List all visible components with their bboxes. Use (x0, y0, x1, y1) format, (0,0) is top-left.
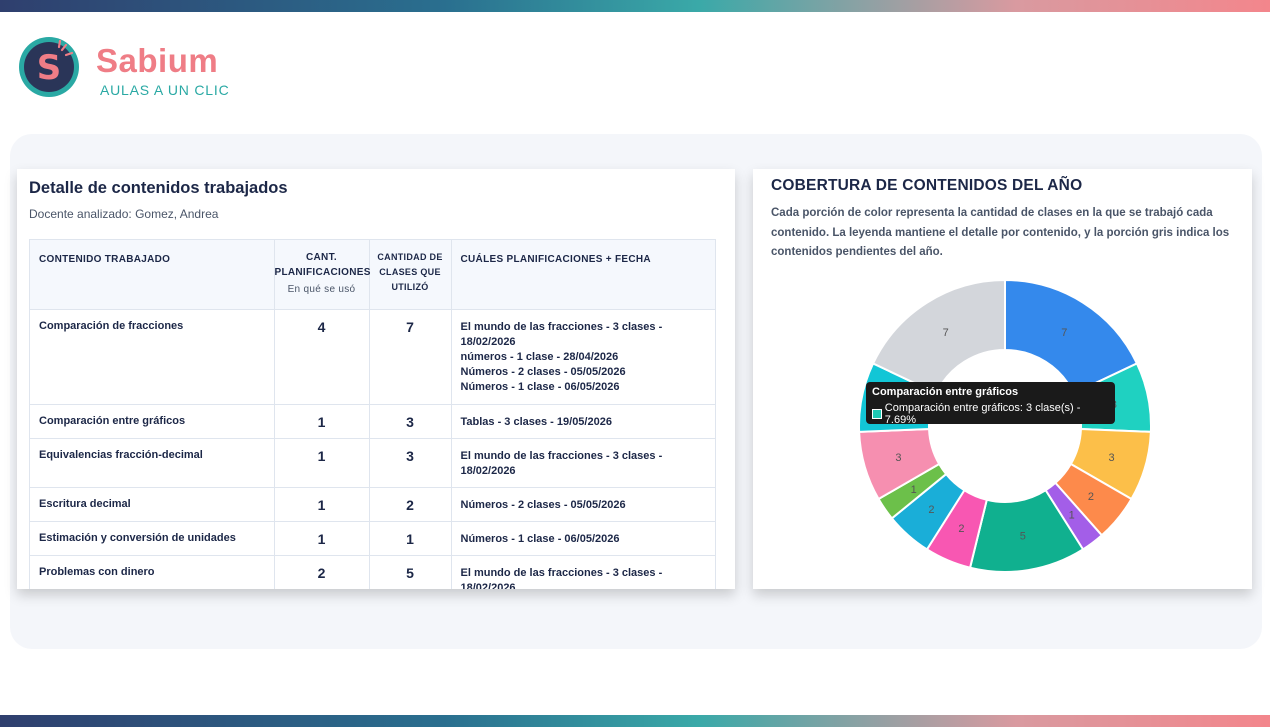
header-which: CUÁLES PLANIFICACIONES + FECHA (451, 240, 715, 310)
table-row: Comparación de fracciones 4 7 El mundo d… (30, 309, 715, 405)
coverage-title: COBERTURA DE CONTENIDOS DEL AÑO (771, 177, 1083, 194)
which-line: números - 1 clase - 28/04/2026 (460, 350, 619, 363)
donut-slice-label: 1 (1069, 510, 1075, 522)
row-which: El mundo de las fracciones - 3 clases - … (451, 438, 715, 488)
row-content: Escritura decimal (30, 487, 275, 522)
which-line: Tablas - 3 clases - 19/05/2026 (460, 415, 612, 428)
svg-text:S: S (37, 48, 62, 88)
which-line: 18/02/2026 (460, 464, 516, 477)
row-content: Equivalencias fracción-decimal (30, 438, 275, 488)
row-plan-count: 1 (274, 404, 370, 439)
content-table-scroll[interactable]: CONTENIDO TRABAJADO CANT. PLANIFICACIONE… (29, 239, 716, 589)
content-detail-title: Detalle de contenidos trabajados (29, 179, 288, 197)
donut-slice[interactable] (871, 278, 1006, 395)
row-which: El mundo de las fracciones - 3 clases - … (451, 309, 715, 405)
donut-slice-label: 5 (1020, 531, 1026, 543)
brand-name: Sabium (96, 42, 219, 79)
which-line: 18/02/2026 (460, 581, 516, 590)
which-line: El mundo de las fracciones - 3 clases - (460, 449, 663, 462)
row-which: Tablas - 3 clases - 19/05/2026 (451, 404, 715, 439)
row-which: El mundo de las fracciones - 3 clases - … (451, 555, 715, 590)
tooltip-title: Comparación entre gráficos (872, 386, 1019, 398)
donut-slice-label: 3 (1109, 452, 1115, 464)
donut-slice-label: 7 (943, 327, 949, 339)
tooltip-text: Comparación entre gráficos: 3 clase(s) -… (884, 402, 1081, 426)
which-line: Números - 1 clase - 06/05/2026 (460, 532, 620, 545)
row-content: Comparación de fracciones (30, 309, 275, 405)
which-line: Números - 1 clase - 06/05/2026 (460, 380, 620, 393)
row-which: Números - 1 clase - 06/05/2026 (451, 521, 715, 556)
table-row: Escritura decimal 1 2 Números - 2 clases… (30, 487, 715, 522)
table-header-row: CONTENIDO TRABAJADO CANT. PLANIFICACIONE… (30, 240, 715, 310)
table-row: Equivalencias fracción-decimal 1 3 El mu… (30, 438, 715, 488)
header-clases-line3: UTILIZÓ (391, 282, 429, 292)
tooltip-swatch (872, 409, 882, 419)
content-table: CONTENIDO TRABAJADO CANT. PLANIFICACIONE… (30, 240, 715, 590)
which-line: El mundo de las fracciones - 3 clases - (460, 320, 663, 333)
row-content: Estimación y conversión de unidades (30, 521, 275, 556)
coverage-description: Cada porción de color representa la cant… (771, 207, 1230, 258)
row-clases-count: 5 (369, 555, 452, 589)
chart-tooltip: Comparación entre gráficos Comparación e… (866, 382, 1115, 426)
which-line: El mundo de las fracciones - 3 clases - (460, 566, 663, 579)
row-content: Problemas con dinero (30, 555, 275, 589)
row-content: Comparación entre gráficos (30, 404, 275, 439)
row-plan-count: 4 (274, 309, 370, 405)
header-clases: CANTIDAD DE CLASES QUE UTILIZÓ (369, 240, 452, 310)
row-plan-count: 1 (274, 487, 370, 522)
donut-slice-label: 7 (1061, 327, 1067, 339)
row-clases-count: 3 (369, 404, 452, 439)
row-clases-count: 7 (369, 309, 452, 405)
brand-logo[interactable]: S Sabium AULAS A UN CLIC (18, 36, 248, 102)
donut-slice-label: 2 (928, 504, 934, 516)
table-row: Estimación y conversión de unidades 1 1 … (30, 521, 715, 556)
donut-slice-label: 3 (895, 452, 901, 464)
brand-tagline: AULAS A UN CLIC (100, 82, 230, 98)
coverage-donut-chart[interactable]: 733215221337 (753, 169, 1252, 589)
content-detail-card: Detalle de contenidos trabajados Docente… (17, 169, 735, 589)
which-line: Números - 2 clases - 05/05/2026 (460, 365, 626, 378)
donut-slice[interactable] (1004, 278, 1139, 395)
row-clases-count: 2 (369, 487, 452, 522)
tooltip-body: Comparación entre gráficos: 3 clase(s) -… (872, 402, 1109, 426)
which-line: Números - 2 clases - 05/05/2026 (460, 498, 626, 511)
header-planificaciones: CANT. PLANIFICACIONES En qué se usó (274, 240, 371, 310)
row-which: Números - 2 clases - 05/05/2026 (451, 487, 715, 522)
header-plan-note: En qué se usó (287, 284, 356, 295)
row-plan-count: 1 (274, 521, 370, 556)
header-clases-line1: CANTIDAD DE (377, 252, 443, 262)
header-plan-line1: CANT. (306, 252, 337, 263)
row-plan-count: 2 (274, 555, 370, 589)
header-plan-line2: PLANIFICACIONES (274, 267, 371, 278)
row-plan-count: 1 (274, 438, 370, 488)
top-gradient-bar (0, 0, 1270, 12)
bottom-gradient-bar (0, 715, 1270, 727)
table-row: Problemas con dinero 2 5 El mundo de las… (30, 555, 715, 590)
header-clases-line2: CLASES QUE (379, 267, 441, 277)
sabium-logo-icon: S (19, 37, 79, 97)
teacher-analyzed: Docente analizado: Gomez, Andrea (29, 207, 219, 221)
row-clases-count: 1 (369, 521, 452, 556)
donut-slice-label: 1 (911, 484, 917, 496)
row-clases-count: 3 (369, 438, 452, 488)
table-row: Comparación entre gráficos 1 3 Tablas - … (30, 404, 715, 439)
coverage-card: COBERTURA DE CONTENIDOS DEL AÑO Cada por… (753, 169, 1252, 589)
donut-slice-label: 2 (1088, 491, 1094, 503)
which-line: 18/02/2026 (460, 335, 516, 348)
donut-slice-label: 2 (958, 523, 964, 535)
header-content: CONTENIDO TRABAJADO (30, 240, 275, 310)
